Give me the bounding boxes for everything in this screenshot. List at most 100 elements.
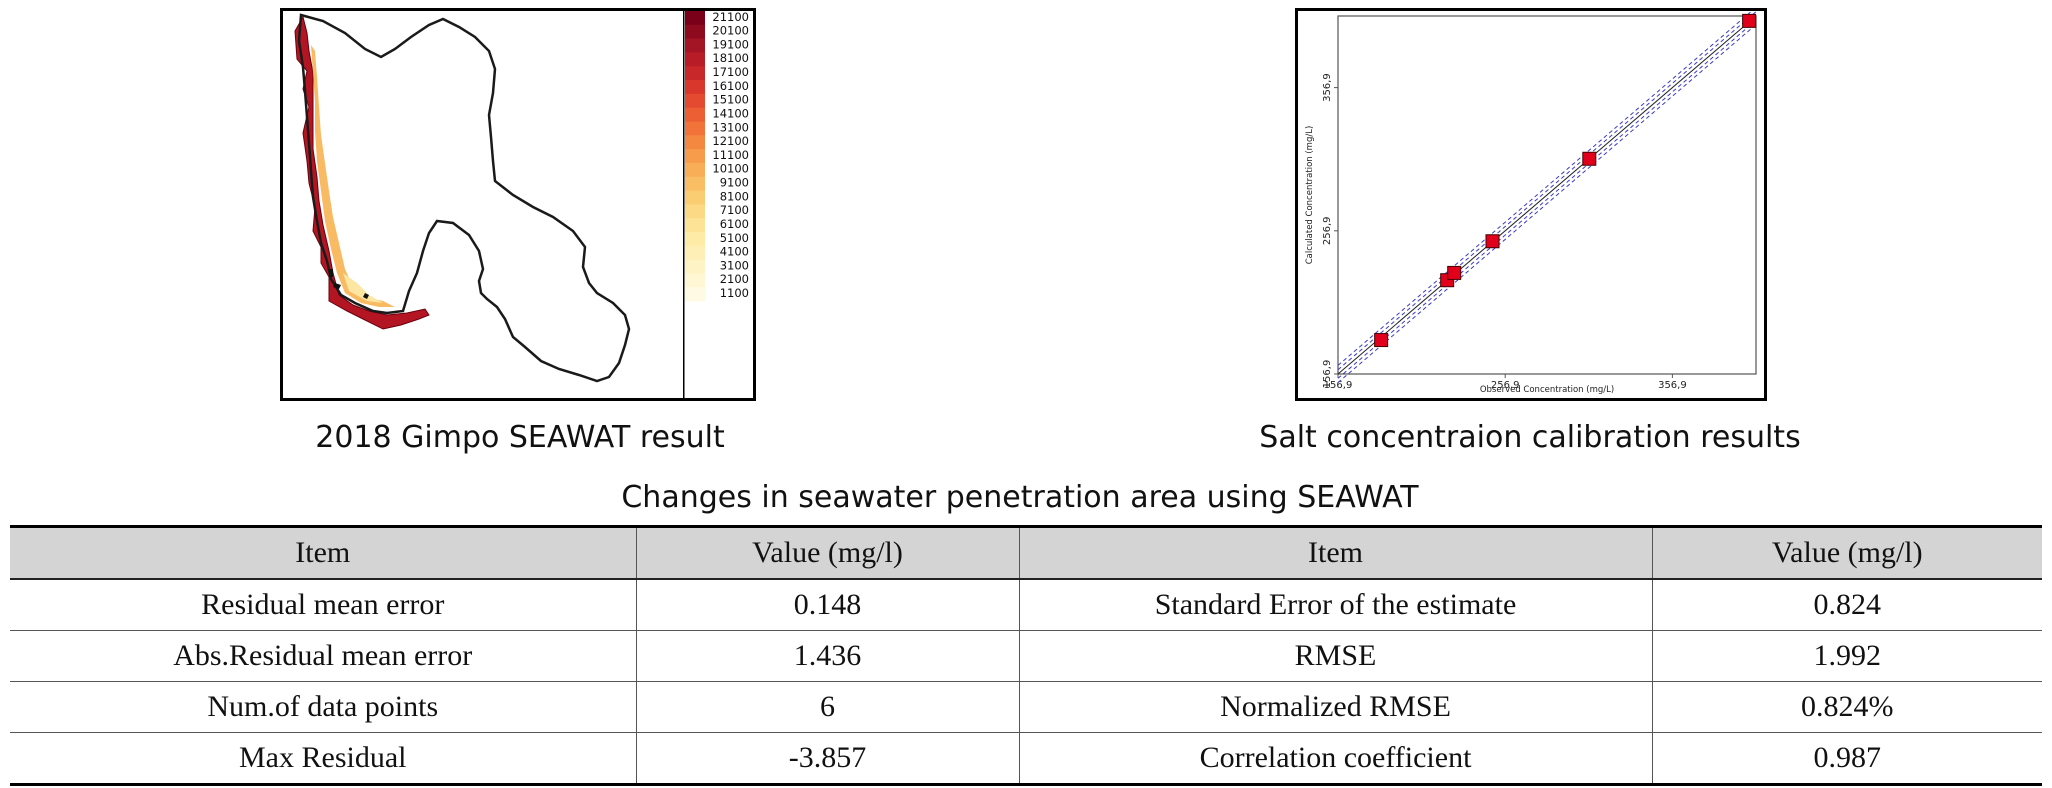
legend-swatch [685,162,705,178]
legend-swatch [685,38,705,53]
legend-label: 6100 [720,217,749,231]
table-cell: Standard Error of the estimate [1018,579,1653,631]
x-tick-label: 356,9 [1658,380,1687,391]
island-1 [329,269,333,277]
table-header-row: Item Value (mg/l) Item Value (mg/l) [10,526,2042,579]
legend-swatch [685,80,705,95]
one-to-one-line [1337,15,1757,375]
legend-swatch [685,107,705,122]
legend-swatch [685,176,705,192]
chart-caption: Salt concentraion calibration results [1259,420,1801,455]
legend-swatch [685,204,705,219]
legend-swatch [685,24,705,40]
legend-label: 8100 [720,189,749,203]
legend-swatch [685,287,705,302]
legend-label: 18100 [712,51,749,65]
confidence-line [1337,11,1753,366]
legend-label: 11100 [712,148,749,162]
table-cell: 6 [635,681,1020,733]
legend-swatch [685,273,705,288]
legend-label: 16100 [712,79,749,93]
data-point [1742,13,1757,28]
legend-swatch [685,190,705,205]
legend-label: 4100 [720,245,749,259]
table-cell: Abs.Residual mean error [10,630,637,682]
legend-swatch [685,245,705,261]
table-cell: Max Residual [10,732,637,785]
table-cell: 0.987 [1651,732,2042,785]
header-value-2: Value (mg/l) [1651,526,2042,579]
table-caption: Changes in seawater penetration area usi… [621,480,1419,515]
table-row: Residual mean error 0.148 Standard Error… [10,579,2042,631]
intrusion-band-pale [343,273,383,303]
table-cell: -3.857 [635,732,1020,785]
table-cell: 0.824 [1651,579,2042,631]
calibration-chart-panel: 156,9 256,9 356,9 156,9 256,9 356,9 Observed… [1295,8,1767,401]
intrusion-band [294,15,430,330]
legend-label: 13100 [712,120,749,134]
legend-swatch [685,52,705,67]
confidence-line [1337,19,1757,379]
table-row: Abs.Residual mean error 1.436 RMSE 1.992 [10,630,2042,682]
data-point [1374,333,1389,348]
y-axis-label: Calculated Concentration (mg/L) [1305,126,1315,265]
legend-label: 5100 [720,231,749,245]
y-tick-label: 156,9 [1322,360,1333,389]
gimpo-map [294,13,631,383]
island-2 [333,283,341,289]
header-item-2: Item [1018,526,1653,579]
data-point [1582,151,1597,166]
x-tick-label: 256,9 [1491,380,1520,391]
legend-label: 19100 [712,37,749,51]
table-cell: 1.436 [635,630,1020,682]
map-caption: 2018 Gimpo SEAWAT result [315,420,725,455]
concentration-legend: 2110020100191001810017100161001510014100… [683,11,749,401]
legend-label: 17100 [712,65,749,79]
data-point [1447,265,1462,280]
legend-swatch [685,11,705,26]
table-cell: Normalized RMSE [1018,681,1653,733]
legend-swatch [685,135,705,150]
county-boundary [297,13,631,383]
table-cell: 0.824% [1651,681,2042,733]
legend-label: 20100 [712,24,749,38]
confidence-line [1337,11,1757,371]
legend-label: 10100 [712,162,749,176]
table-row: Num.of data points 6 Normalized RMSE 0.8… [10,681,2042,733]
legend-label: 14100 [712,106,749,120]
legend-swatch [685,66,705,81]
x-axis-label: Observed Concentration (mg/L) [1480,385,1614,395]
legend-label: 12100 [712,134,749,148]
legend-swatch [685,121,705,136]
gimpo-map-panel [280,8,756,401]
table-row: Max Residual -3.857 Correlation coeffici… [10,732,2042,785]
legend-label: 2100 [720,272,749,286]
table-cell: RMSE [1018,630,1653,682]
legend-label: 21100 [712,11,749,24]
legend-label: 9100 [720,176,749,190]
legend-label: 1100 [720,286,749,300]
x-tick-label: 156,9 [1324,380,1353,391]
table-cell: Residual mean error [10,579,637,631]
data-point [1485,234,1500,249]
table-cell: 0.148 [635,579,1020,631]
table-cell: 1.992 [1651,630,2042,682]
header-item: Item [10,526,637,579]
legend-swatch [685,259,705,274]
legend-swatch [685,218,705,233]
legend-label: 7100 [720,203,749,217]
header-value: Value (mg/l) [635,526,1020,579]
calibration-chart: 156,9 256,9 356,9 156,9 256,9 356,9 Observed… [1305,11,1757,395]
legend-label: 3100 [720,258,749,272]
legend-swatch [685,149,705,164]
legend-swatch [685,93,705,109]
y-tick-label: 256,9 [1322,216,1333,245]
y-tick-label: 356,9 [1322,73,1333,102]
legend-label: 15100 [712,93,749,107]
intrusion-band-light [311,45,395,307]
island-3 [363,293,369,299]
table-cell: Correlation coefficient [1018,732,1653,785]
calibration-stats-table: Item Value (mg/l) Item Value (mg/l) Resi… [10,525,2042,786]
table-cell: Num.of data points [10,681,637,733]
confidence-line [1337,24,1757,383]
